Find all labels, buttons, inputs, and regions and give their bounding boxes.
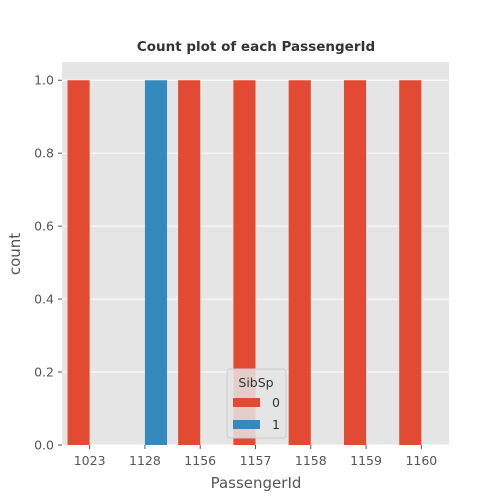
bar-1157-sibsp-0 (233, 80, 256, 445)
y-tick-label-4: 0.8 (34, 146, 54, 161)
x-tick-label-6: 1160 (405, 453, 437, 468)
chart-title: Count plot of each PassengerId (137, 39, 375, 55)
legend-swatch-1 (233, 420, 260, 429)
y-tick-label-1: 0.2 (34, 365, 54, 380)
y-axis-ticks: 0.0 0.2 0.4 0.6 0.8 1.0 (34, 73, 62, 453)
bar-1160-sibsp-0 (399, 80, 422, 445)
legend-swatch-0 (233, 398, 260, 407)
x-tick-label-2: 1156 (184, 453, 216, 468)
x-tick-label-1: 1128 (129, 453, 161, 468)
x-axis-label: PassengerId (211, 474, 302, 492)
x-tick-label-0: 1023 (74, 453, 106, 468)
legend-label-1: 1 (272, 417, 280, 432)
y-tick-label-0: 0.0 (34, 438, 54, 453)
y-tick-label-5: 1.0 (34, 73, 54, 88)
x-tick-label-3: 1157 (240, 453, 272, 468)
legend-title: SibSp (238, 375, 273, 390)
y-tick-label-2: 0.4 (34, 292, 54, 307)
bar-1023-sibsp-0 (67, 80, 90, 445)
bar-1156-sibsp-0 (178, 80, 201, 445)
bars-group (67, 80, 422, 445)
legend: SibSp 0 1 (226, 368, 287, 439)
y-axis-label: count (6, 233, 24, 275)
x-tick-label-5: 1159 (350, 453, 382, 468)
bar-1159-sibsp-0 (343, 80, 367, 445)
legend-label-0: 0 (272, 395, 280, 410)
x-axis-ticks: 1023 1128 1156 1157 1158 1159 1160 (74, 445, 437, 468)
y-tick-label-3: 0.6 (34, 219, 54, 234)
x-tick-label-4: 1158 (295, 453, 327, 468)
bar-1128-sibsp-1 (144, 80, 168, 445)
bar-1158-sibsp-0 (288, 80, 311, 445)
